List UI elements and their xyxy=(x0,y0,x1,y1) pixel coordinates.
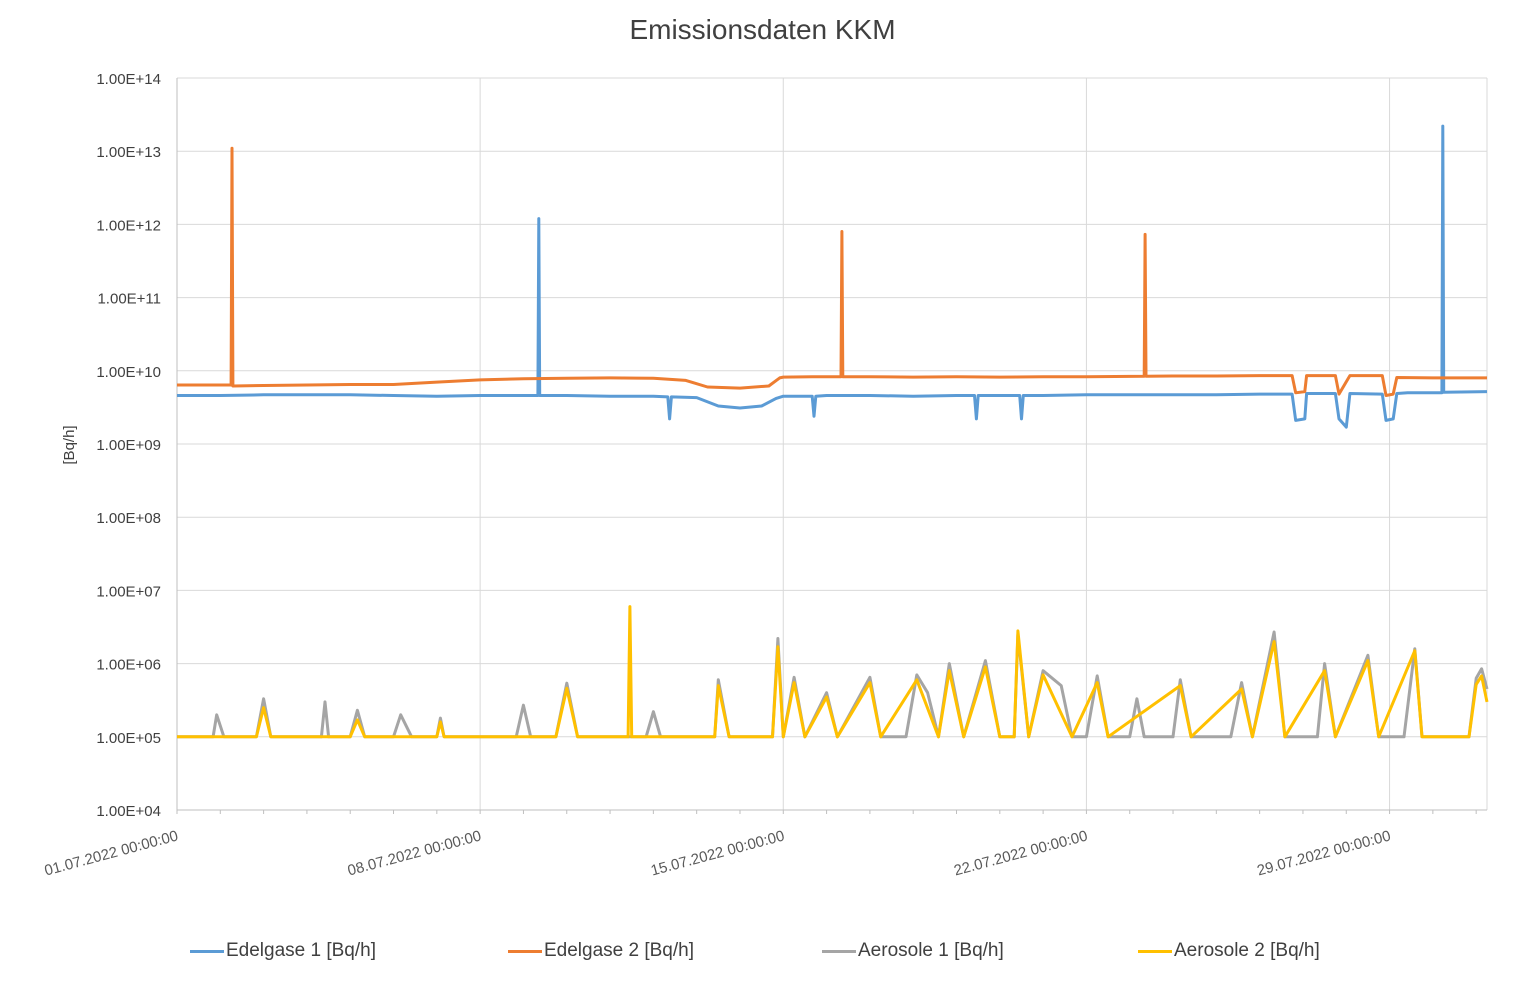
y-tick-label: 1.00E+09 xyxy=(96,437,161,454)
legend-swatch-aerosole-1 xyxy=(822,949,856,953)
y-tick-label: 1.00E+12 xyxy=(96,217,161,234)
legend-item-edelgase-1: Edelgase 1 [Bq/h] xyxy=(190,940,376,962)
x-tick-label: 15.07.2022 00:00:00 xyxy=(649,827,786,879)
series-line-2 xyxy=(177,146,1487,397)
axes xyxy=(176,78,1487,814)
legend-swatch-edelgase-2 xyxy=(508,949,542,953)
series-line-3 xyxy=(177,630,1489,739)
y-tick-labels: 1.00E+04 1.00E+05 1.00E+06 1.00E+07 1.00E+08… xyxy=(96,71,161,820)
legend-item-aerosole-1: Aerosole 1 [Bq/h] xyxy=(822,940,1004,962)
legend-swatch-edelgase-1 xyxy=(190,949,224,953)
y-tick-label: 1.00E+06 xyxy=(96,657,161,674)
legend-label-edelgase-1: Edelgase 1 [Bq/h] xyxy=(226,940,376,961)
gridlines xyxy=(176,77,1488,811)
y-tick-label: 1.00E+13 xyxy=(96,144,161,161)
legend-label-aerosole-2: Aerosole 2 [Bq/h] xyxy=(1174,940,1320,961)
x-tick-label: 22.07.2022 00:00:00 xyxy=(952,827,1089,879)
y-axis-label: [Bq/h] xyxy=(61,425,78,464)
x-tick-label: 29.07.2022 00:00:00 xyxy=(1255,827,1392,879)
legend-label-aerosole-1: Aerosole 1 [Bq/h] xyxy=(858,940,1004,961)
y-tick-label: 1.00E+07 xyxy=(96,583,161,600)
y-tick-label: 1.00E+05 xyxy=(96,730,161,747)
legend-swatch-aerosole-2 xyxy=(1138,949,1172,953)
legend-item-aerosole-2: Aerosole 2 [Bq/h] xyxy=(1138,940,1320,962)
y-tick-label: 1.00E+10 xyxy=(96,364,161,381)
y-tick-label: 1.00E+08 xyxy=(96,510,161,527)
x-tick-label: 08.07.2022 00:00:00 xyxy=(346,827,483,879)
chart-title: Emissionsdaten KKM xyxy=(629,14,896,45)
y-tick-label: 1.00E+11 xyxy=(97,291,161,308)
legend: Edelgase 1 [Bq/h] Edelgase 2 [Bq/h] Aero… xyxy=(0,940,1525,970)
y-tick-label: 1.00E+04 xyxy=(96,803,161,820)
x-tick-label: 01.07.2022 00:00:00 xyxy=(43,827,180,879)
x-tick-labels: 01.07.2022 00:00:00 08.07.2022 00:00:00 15… xyxy=(43,827,1393,879)
y-tick-label: 1.00E+14 xyxy=(96,71,161,88)
legend-label-edelgase-2: Edelgase 2 [Bq/h] xyxy=(544,940,694,961)
series-lines xyxy=(177,124,1489,739)
series-line-1 xyxy=(177,124,1488,429)
legend-item-edelgase-2: Edelgase 2 [Bq/h] xyxy=(508,940,694,962)
series-line-4 xyxy=(177,605,1489,739)
